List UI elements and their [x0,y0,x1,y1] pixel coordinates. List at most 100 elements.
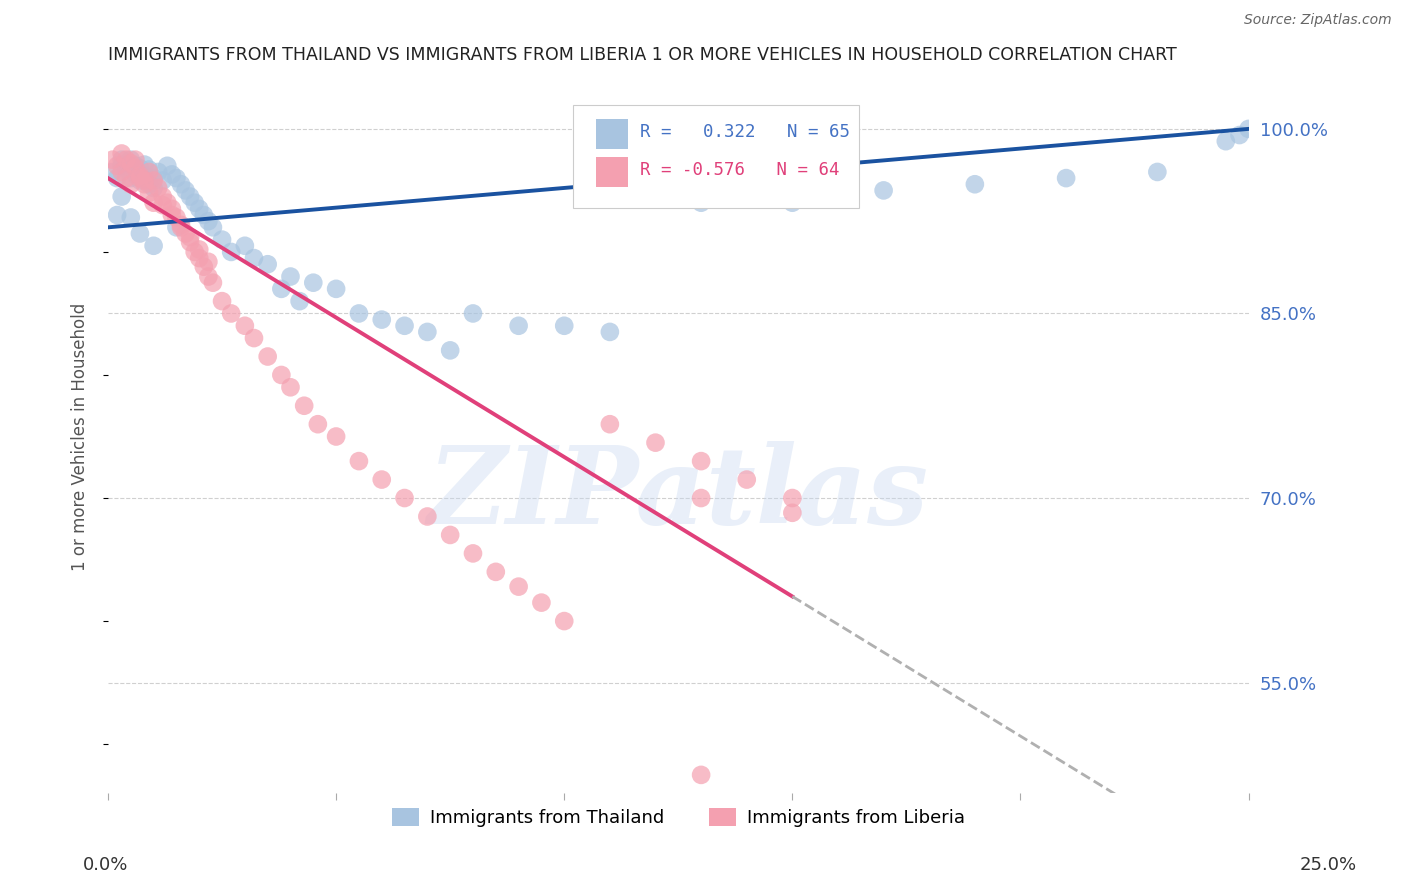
Point [165,220,187,235]
Point [599,325,621,339]
Point [256,350,278,364]
Point [280,269,302,284]
Text: 25.0%: 25.0% [1301,856,1357,874]
Text: 0.0%: 0.0% [83,856,128,874]
Point [416,509,439,524]
Point [485,565,508,579]
Point [105,159,128,173]
Text: R = -0.576   N = 64: R = -0.576 N = 64 [640,161,839,179]
Point [101,165,124,179]
Point [439,528,461,542]
Point [129,173,152,187]
Y-axis label: 1 or more Vehicles in Household: 1 or more Vehicles in Household [72,302,89,571]
Point [553,318,575,333]
Point [124,159,146,173]
Point [115,161,138,176]
Point [219,244,242,259]
Point [371,312,394,326]
Point [193,260,215,274]
Point [307,417,329,432]
Point [644,435,666,450]
Point [461,306,484,320]
Point [1146,165,1168,179]
Point [530,596,553,610]
Point [138,162,160,177]
Point [508,318,530,333]
Point [288,294,311,309]
Point [129,161,152,176]
Point [197,269,219,284]
Point [120,178,142,192]
Point [115,171,138,186]
Point [233,239,256,253]
Point [508,580,530,594]
Point [129,227,152,241]
Point [124,161,146,176]
Point [690,195,713,210]
Point [197,214,219,228]
Point [174,183,197,197]
Point [302,276,325,290]
Point [124,153,146,167]
Point [690,768,713,782]
Point [782,506,804,520]
Point [120,211,142,225]
Point [129,171,152,186]
Point [233,318,256,333]
Point [193,208,215,222]
Point [160,202,183,216]
Point [111,165,134,179]
Point [129,169,152,183]
Point [270,282,292,296]
Point [148,165,170,179]
FancyBboxPatch shape [574,104,859,208]
Point [1229,128,1251,142]
Point [115,153,138,167]
Point [152,198,174,212]
Point [292,399,315,413]
Point [690,454,713,468]
Point [165,171,187,186]
Point [105,171,128,186]
Point [219,306,242,320]
Point [120,171,142,186]
Point [160,168,183,182]
Point [124,168,146,182]
Point [439,343,461,358]
Point [170,220,193,235]
Point [142,173,165,187]
Text: R =   0.322   N = 65: R = 0.322 N = 65 [640,123,849,141]
Point [416,325,439,339]
Point [138,186,160,200]
Point [183,195,205,210]
Point [152,173,174,187]
Point [174,227,197,241]
Point [101,153,124,167]
Point [243,251,266,265]
Point [142,171,165,186]
Point [170,178,193,192]
Point [142,181,165,195]
Point [394,491,416,505]
Point [179,189,201,203]
Point [347,454,370,468]
Point [243,331,266,345]
Point [197,254,219,268]
Point [111,153,134,167]
Point [156,159,179,173]
Point [138,165,160,179]
Point [134,173,156,187]
Point [111,189,134,203]
Point [211,233,233,247]
Point [735,473,758,487]
Point [394,318,416,333]
Bar [596,119,628,149]
Text: IMMIGRANTS FROM THAILAND VS IMMIGRANTS FROM LIBERIA 1 OR MORE VEHICLES IN HOUSEH: IMMIGRANTS FROM THAILAND VS IMMIGRANTS F… [108,46,1177,64]
Point [152,189,174,203]
Point [115,156,138,170]
Point [211,294,233,309]
Point [270,368,292,382]
Point [553,614,575,628]
Point [280,380,302,394]
Point [138,178,160,192]
